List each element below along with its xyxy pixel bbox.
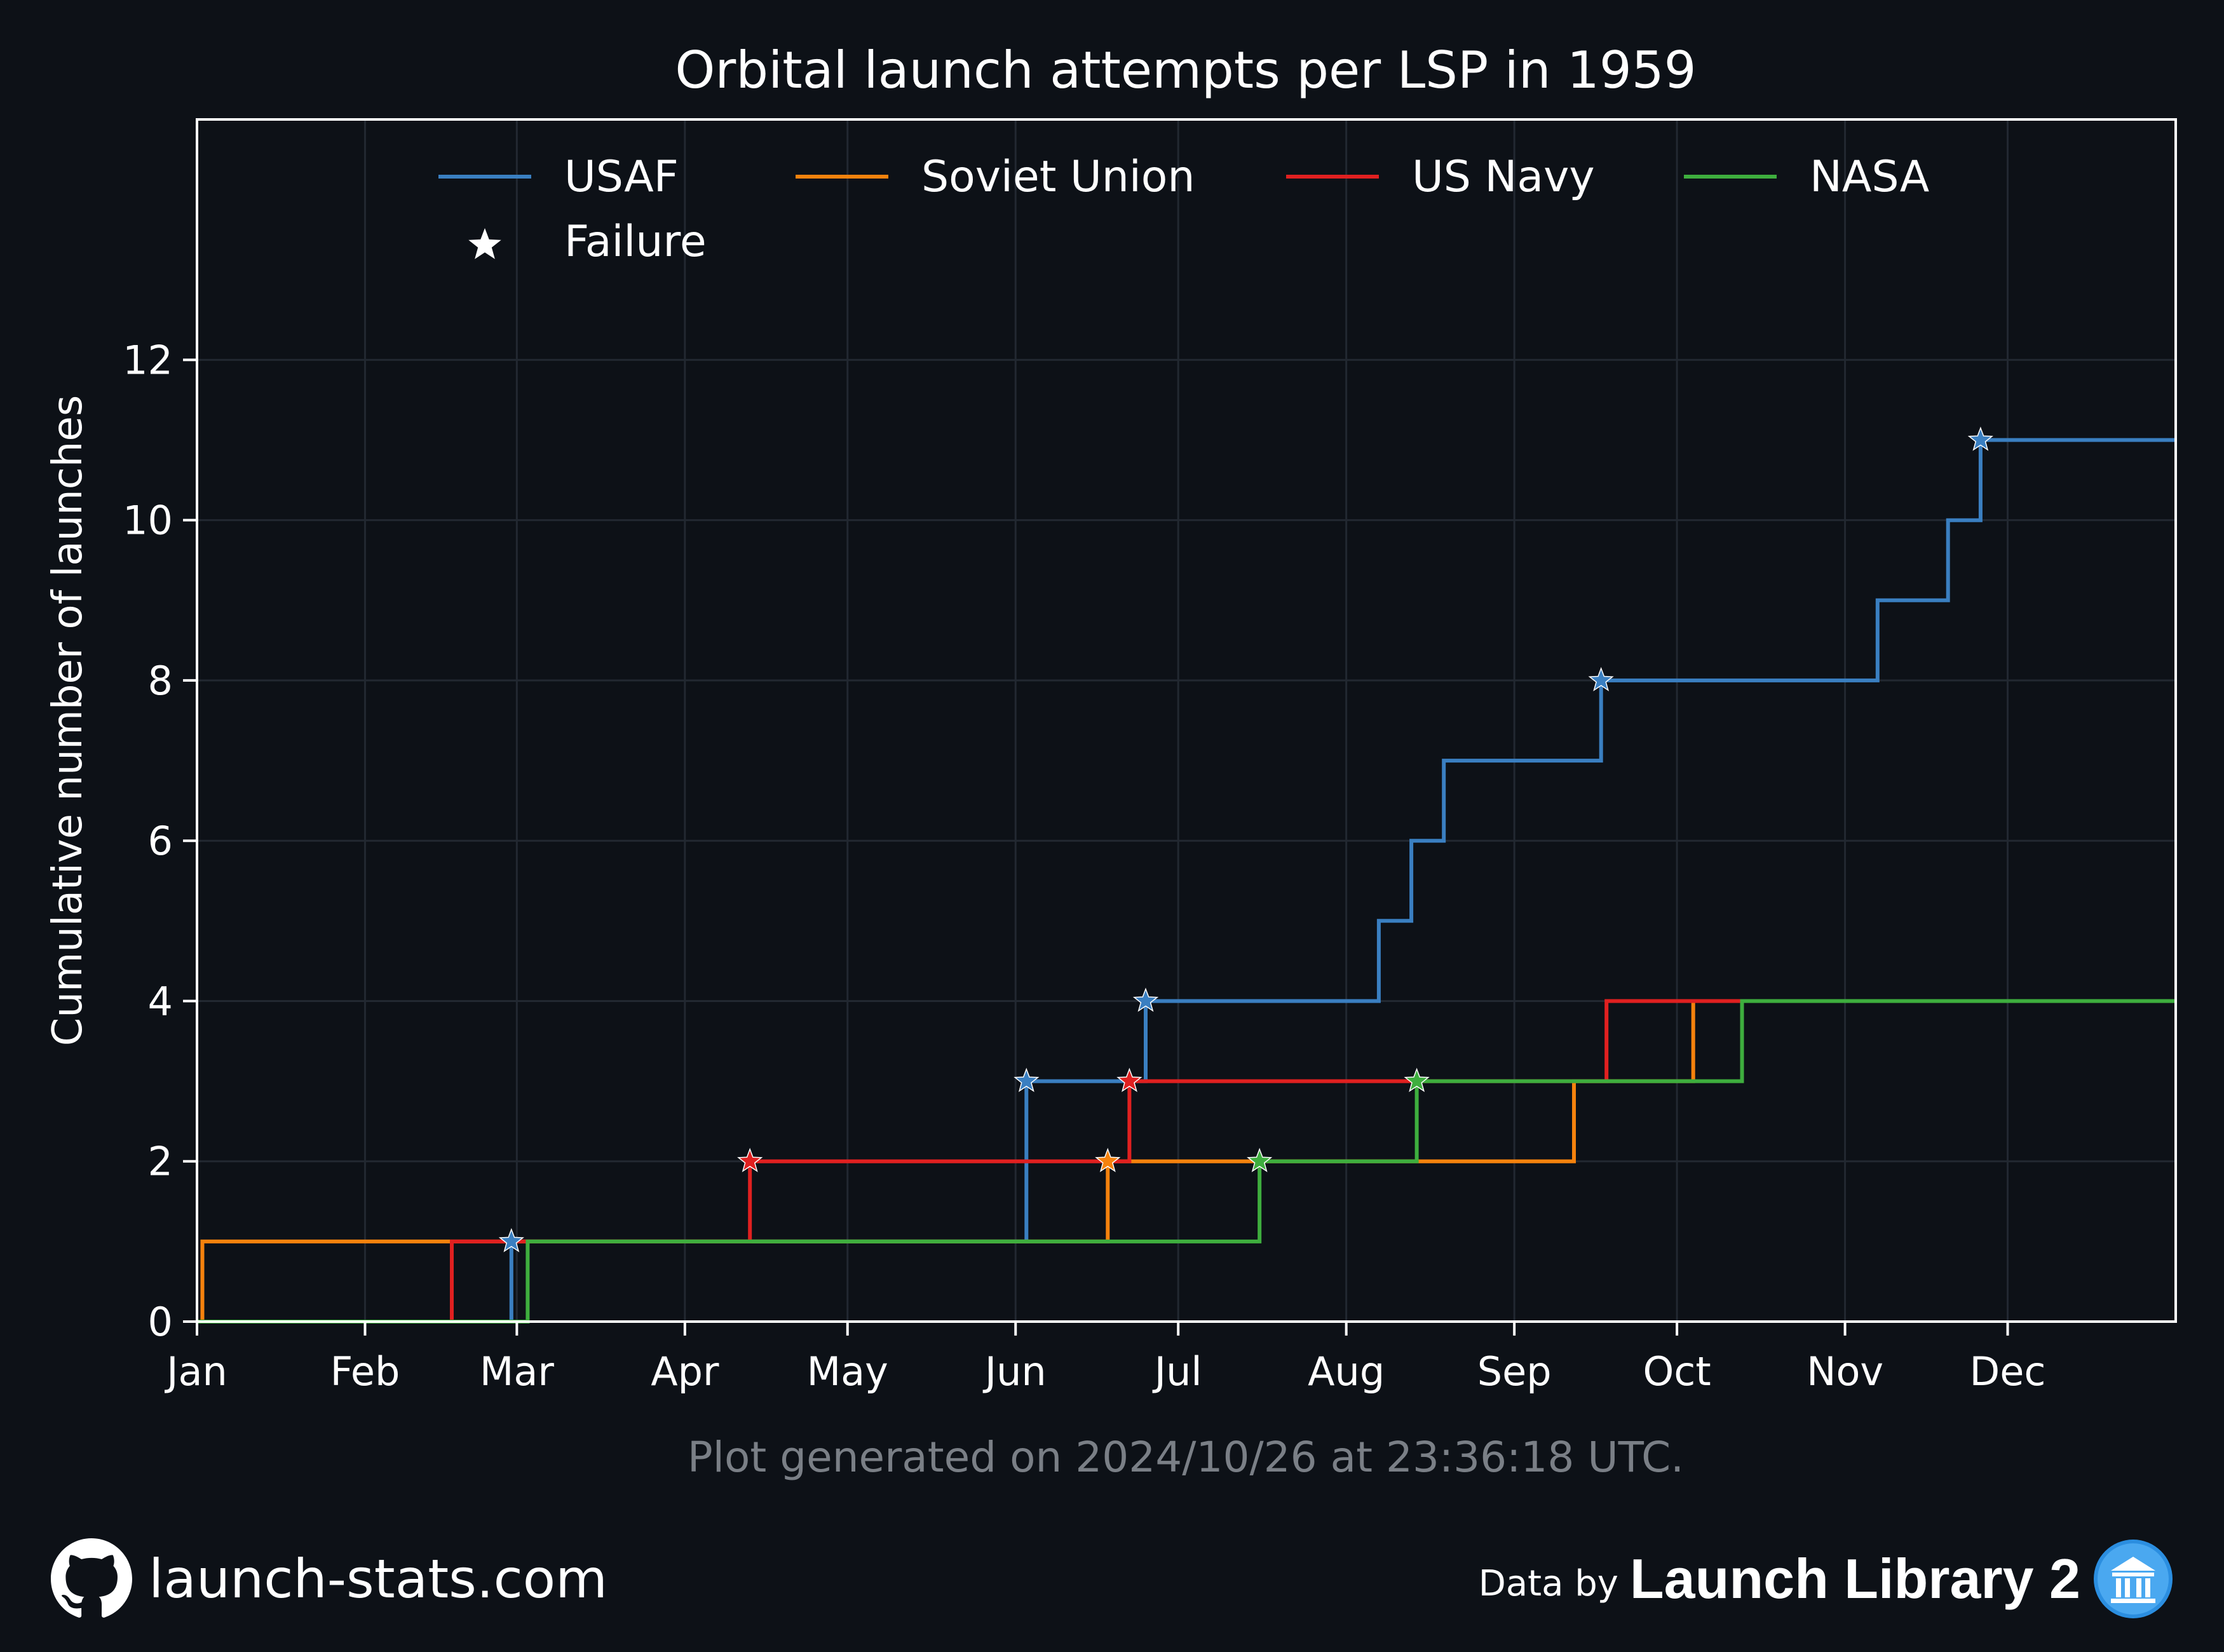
x-tick-label: Aug: [1308, 1348, 1385, 1395]
failure-marker-nasa: [1247, 1148, 1273, 1172]
failure-marker-usaf: [1588, 667, 1614, 692]
y-axis: 0 2 4 6 8 10 12: [123, 337, 197, 1345]
series-line-us-navy: [197, 999, 2176, 1324]
failure-marker-usaf: [1967, 426, 1993, 451]
legend-label-nasa: NASA: [1810, 152, 1929, 202]
y-tick-label: 8: [148, 658, 173, 704]
y-tick-label: 4: [148, 978, 173, 1024]
x-tick-label: Oct: [1643, 1348, 1711, 1395]
data-by-label: Data by: [1478, 1562, 1618, 1604]
x-tick-label: Apr: [651, 1348, 719, 1395]
y-tick-label: 12: [123, 337, 173, 383]
legend-label-failure: Failure: [564, 217, 707, 267]
x-axis: Jan Feb Mar Apr May Jun Jul Aug Sep Oct Nov Dec: [164, 1322, 2046, 1395]
legend-label-soviet-union: Soviet Union: [921, 152, 1195, 202]
legend-failure-star: [468, 228, 501, 259]
failure-marker-nasa: [1404, 1067, 1430, 1092]
plot-frame: [196, 118, 2177, 1323]
legend: USAF Soviet Union US Navy NASA Failure: [438, 152, 1929, 267]
series-layer: [197, 438, 2176, 1324]
y-tick-label: 6: [148, 818, 173, 864]
site-link[interactable]: launch-stats.com: [149, 1548, 607, 1610]
y-tick-label: 10: [123, 498, 173, 544]
failure-marker-usaf: [498, 1228, 524, 1252]
y-tick-label: 2: [148, 1139, 173, 1185]
footnote: Plot generated on 2024/10/26 at 23:36:18…: [688, 1433, 1684, 1482]
launch-library-name[interactable]: Launch Library 2: [1629, 1547, 2080, 1610]
x-tick-label: May: [807, 1348, 888, 1395]
x-tick-label: Sep: [1477, 1348, 1552, 1395]
x-tick-label: Jul: [1152, 1348, 1202, 1395]
y-axis-title: Cumulative number of launches: [44, 395, 92, 1046]
launch-library-icon: [2094, 1540, 2173, 1618]
failure-marker-usaf: [1132, 987, 1159, 1012]
legend-label-usaf: USAF: [564, 152, 679, 202]
github-icon: [51, 1538, 132, 1618]
x-tick-label: Jun: [982, 1348, 1047, 1395]
footer-data-credit: Data by Launch Library 2: [1479, 1538, 2174, 1620]
failure-marker-us-navy: [1116, 1067, 1143, 1092]
failure-marker-soviet-union: [1095, 1148, 1121, 1172]
x-tick-label: Nov: [1807, 1348, 1883, 1395]
series-line-nasa: [197, 999, 2176, 1324]
x-tick-label: Jan: [164, 1348, 227, 1395]
y-tick-label: 0: [148, 1299, 173, 1345]
footer-site[interactable]: launch-stats.com: [51, 1538, 607, 1620]
failure-marker-us-navy: [737, 1148, 763, 1172]
x-tick-label: Feb: [330, 1348, 400, 1395]
series-line-usaf: [197, 438, 2176, 1324]
x-tick-label: Dec: [1970, 1348, 2046, 1395]
failure-marker-usaf: [1014, 1067, 1040, 1092]
grid: [196, 119, 2176, 1323]
x-tick-label: Mar: [480, 1348, 554, 1395]
legend-label-us-navy: US Navy: [1412, 152, 1595, 202]
failure-markers: [498, 426, 1993, 1252]
chart-title: Orbital launch attempts per LSP in 1959: [675, 41, 1696, 100]
